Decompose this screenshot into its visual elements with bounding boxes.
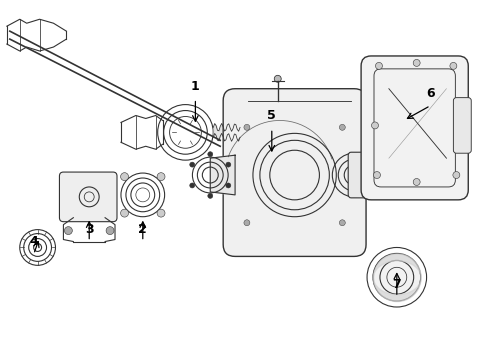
- Circle shape: [244, 124, 250, 130]
- Circle shape: [64, 227, 73, 235]
- Circle shape: [226, 183, 231, 188]
- FancyBboxPatch shape: [348, 152, 369, 198]
- Circle shape: [453, 172, 460, 179]
- Text: 1: 1: [191, 80, 200, 93]
- Circle shape: [121, 173, 128, 181]
- FancyBboxPatch shape: [361, 56, 468, 200]
- FancyBboxPatch shape: [223, 89, 366, 256]
- Text: 3: 3: [85, 222, 94, 235]
- Circle shape: [274, 75, 281, 82]
- Polygon shape: [210, 155, 235, 195]
- Circle shape: [413, 179, 420, 185]
- Text: 4: 4: [29, 235, 38, 248]
- Circle shape: [455, 122, 462, 129]
- Circle shape: [244, 220, 250, 226]
- Circle shape: [375, 62, 382, 69]
- Polygon shape: [373, 253, 420, 301]
- Text: 5: 5: [268, 109, 276, 122]
- Circle shape: [106, 227, 114, 235]
- Circle shape: [157, 173, 165, 181]
- Circle shape: [340, 124, 345, 130]
- Circle shape: [413, 59, 420, 66]
- Circle shape: [373, 172, 380, 179]
- Circle shape: [190, 183, 195, 188]
- Circle shape: [121, 209, 128, 217]
- FancyBboxPatch shape: [59, 172, 117, 222]
- Circle shape: [208, 193, 213, 198]
- Circle shape: [190, 162, 195, 167]
- Circle shape: [340, 220, 345, 226]
- Text: 7: 7: [392, 278, 401, 291]
- Circle shape: [157, 209, 165, 217]
- FancyBboxPatch shape: [453, 98, 471, 153]
- Circle shape: [208, 152, 213, 157]
- Text: 6: 6: [426, 87, 435, 100]
- Circle shape: [450, 62, 457, 69]
- FancyBboxPatch shape: [237, 127, 247, 137]
- Circle shape: [371, 122, 378, 129]
- Circle shape: [226, 162, 231, 167]
- Text: 2: 2: [138, 222, 147, 235]
